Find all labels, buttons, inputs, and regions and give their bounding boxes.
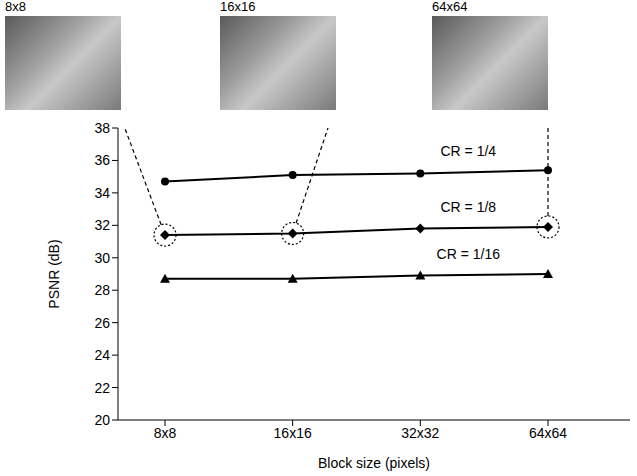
svg-text:28: 28: [94, 282, 110, 298]
html-text:8x8: 8x8: [5, 0, 26, 14]
svg-text:32x32: 32x32: [401, 425, 439, 441]
html-text:64x64: 64x64: [432, 0, 468, 14]
html-text:16x16: 16x16: [220, 0, 256, 14]
svg-text:30: 30: [94, 250, 110, 266]
svg-text:36: 36: [94, 152, 110, 168]
svg-text:CR = 1/8: CR = 1/8: [441, 199, 497, 215]
svg-text:20: 20: [94, 412, 110, 428]
svg-text:24: 24: [94, 347, 110, 363]
svg-text:32: 32: [94, 217, 110, 233]
svg-text:8x8: 8x8: [154, 425, 177, 441]
svg-text:38: 38: [94, 120, 110, 136]
svg-text:Block size (pixels): Block size (pixels): [318, 455, 430, 471]
svg-text:16x16: 16x16: [274, 425, 312, 441]
svg-text:26: 26: [94, 315, 110, 331]
svg-text:PSNR (dB): PSNR (dB): [46, 239, 62, 308]
svg-text:34: 34: [94, 185, 110, 201]
svg-text:64x64: 64x64: [529, 425, 567, 441]
svg-text:CR = 1/16: CR = 1/16: [437, 246, 501, 262]
svg-text:CR = 1/4: CR = 1/4: [441, 143, 497, 159]
svg-text:22: 22: [94, 380, 110, 396]
